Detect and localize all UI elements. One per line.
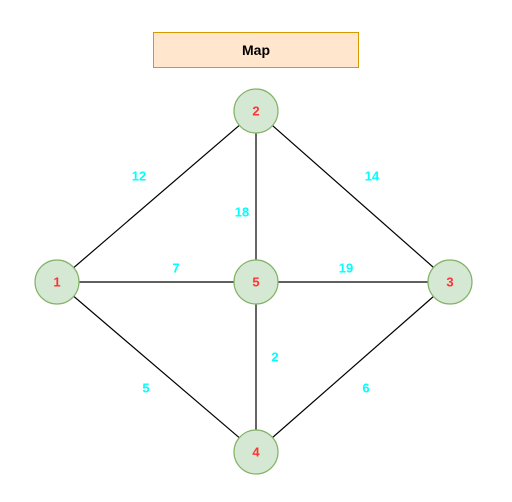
- node-2: [233, 88, 279, 134]
- node-label-1: 1: [53, 275, 60, 290]
- edge-3-4: [255, 281, 451, 453]
- edge-weight-2-5: 18: [235, 205, 249, 220]
- node-label-2: 2: [252, 104, 259, 119]
- node-label-5: 5: [252, 275, 259, 290]
- edge-weight-5-4: 2: [271, 350, 278, 365]
- edge-weight-1-5: 7: [172, 261, 179, 276]
- node-4: [233, 429, 279, 475]
- edge-weight-1-4: 5: [142, 381, 149, 396]
- edge-weight-2-3: 14: [365, 169, 380, 184]
- edges-layer: [56, 110, 451, 453]
- node-5: [233, 259, 279, 305]
- edge-weight-1-2: 12: [132, 169, 146, 184]
- node-label-3: 3: [446, 275, 453, 290]
- edge-1-2: [56, 110, 257, 283]
- node-label-4: 4: [252, 445, 260, 460]
- node-1: [34, 259, 80, 305]
- edge-weights-layer: 12 14 18 7 19 2 5 6: [132, 169, 380, 396]
- edge-1-4: [56, 281, 257, 453]
- edge-weight-3-4: 6: [362, 381, 369, 396]
- edge-weight-5-3: 19: [339, 261, 353, 276]
- edge-2-3: [255, 110, 451, 283]
- node-3: [427, 259, 473, 305]
- map-title: Map: [153, 32, 359, 68]
